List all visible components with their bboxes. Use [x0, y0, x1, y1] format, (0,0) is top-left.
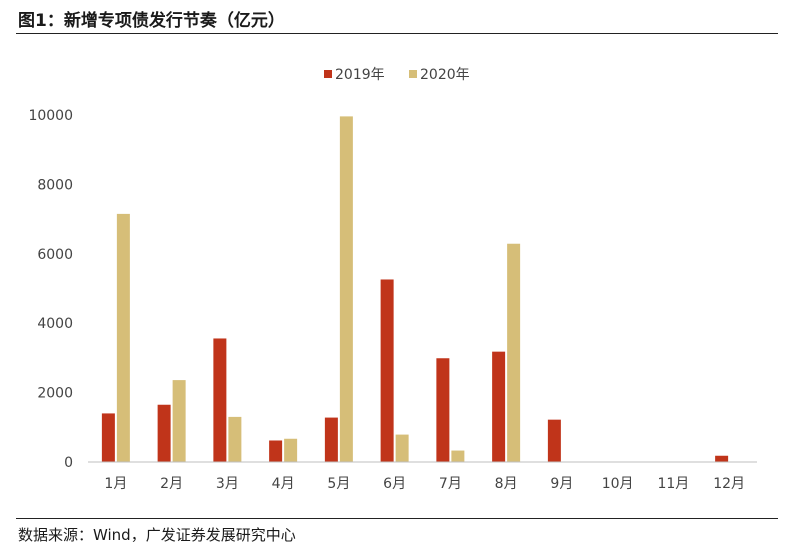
legend-swatch-1	[324, 70, 332, 78]
title-divider	[16, 33, 778, 34]
bar-2020-4	[284, 438, 298, 462]
x-tick-label: 6月	[383, 476, 406, 492]
bar-2019-5	[324, 417, 338, 462]
bar-2020-2	[172, 380, 186, 462]
y-tick-label: 4000	[37, 316, 73, 332]
bar-2020-1	[116, 213, 130, 462]
bars	[101, 116, 729, 462]
source-divider	[16, 518, 778, 519]
bar-2019-1	[101, 413, 115, 462]
x-tick-label: 12月	[713, 476, 745, 492]
x-tick-label: 1月	[104, 476, 127, 492]
y-tick-label: 2000	[37, 386, 73, 402]
legend-swatch-2	[409, 70, 417, 78]
x-tick-label: 11月	[657, 476, 689, 492]
bar-2019-6	[380, 279, 394, 462]
x-tick-label: 10月	[602, 476, 634, 492]
bar-2019-4	[269, 440, 283, 462]
bar-2019-12	[715, 455, 729, 462]
bar-2020-5	[339, 116, 353, 462]
bar-2019-3	[213, 338, 227, 462]
bar-2020-6	[395, 434, 409, 462]
x-axis: 1月 2月 3月 4月 5月 6月 7月 8月 9月 10月 11月 12月	[88, 461, 757, 492]
legend-label-2: 2020年	[420, 67, 470, 83]
x-tick-label: 7月	[439, 476, 462, 492]
bar-2020-8	[507, 243, 521, 462]
bar-2019-8	[492, 351, 506, 462]
bar-2020-3	[228, 416, 242, 462]
x-tick-label: 2月	[160, 476, 183, 492]
legend-label-1: 2019年	[335, 67, 385, 83]
bar-2020-7	[451, 450, 465, 462]
y-axis: 0 2000 4000 6000 8000 10000	[28, 108, 73, 471]
x-tick-label: 9月	[550, 476, 573, 492]
y-tick-label: 10000	[28, 108, 73, 124]
x-tick-label: 3月	[216, 476, 239, 492]
x-tick-label: 8月	[495, 476, 518, 492]
bar-2019-9	[547, 419, 561, 462]
y-tick-label: 8000	[37, 177, 73, 193]
y-tick-label: 0	[64, 455, 73, 471]
source-note: 数据来源：Wind，广发证券发展研究中心	[18, 526, 296, 544]
x-tick-label: 5月	[327, 476, 350, 492]
bar-chart: 2019年 2020年 0 2000 4000 6000 8000 10000 1月 2月 3月…	[28, 67, 757, 492]
figure-title: 图1：新增专项债发行节奏（亿元）	[18, 11, 285, 31]
y-tick-label: 6000	[37, 247, 73, 263]
bar-2019-2	[157, 404, 171, 462]
x-tick-label: 4月	[272, 476, 295, 492]
bar-2019-7	[436, 358, 450, 462]
chart-legend: 2019年 2020年	[324, 67, 470, 83]
